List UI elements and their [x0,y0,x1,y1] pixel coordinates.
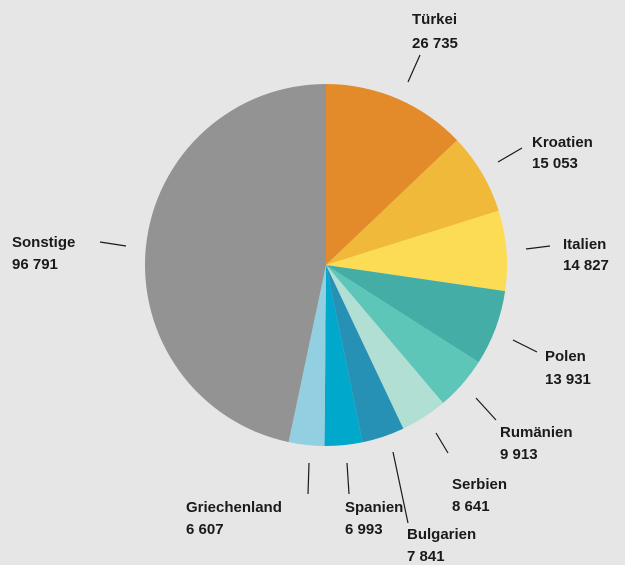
leader-line [99,241,127,247]
slice-value: 9 913 [500,446,538,463]
leader-line [512,339,538,353]
slice-label: Serbien [452,476,507,493]
slice-value: 6 993 [345,521,383,538]
slice-value: 7 841 [407,548,445,565]
slice-label: Türkei [412,11,457,28]
leader-line [525,245,551,250]
pie-slice [326,84,458,265]
pie-slice [324,265,363,446]
slice-value: 6 607 [186,521,224,538]
slice-value: 8 641 [452,498,490,515]
leader-line [307,462,310,495]
slice-label: Polen [545,348,586,365]
pie-slice [326,265,506,363]
slice-label: Rumänien [500,424,573,441]
pie-slice [326,265,444,429]
pie-slice [144,84,326,443]
leader-line [435,432,449,454]
pie-slice [326,265,404,443]
pie-slice [326,265,479,404]
slice-label: Italien [563,236,606,253]
slice-label: Kroatien [532,134,593,151]
slice-value: 15 053 [532,155,578,172]
pie-slice [288,265,326,446]
slice-value: 26 735 [412,35,458,52]
slice-value: 96 791 [12,256,58,273]
slice-label: Sonstige [12,234,75,251]
leader-line [392,451,409,524]
slice-value: 14 827 [563,257,609,274]
leader-line [475,397,497,421]
slice-label: Spanien [345,499,403,516]
slice-label: Bulgarien [407,526,476,543]
leader-line [346,462,350,495]
slice-label: Griechenland [186,499,282,516]
pie-slice [326,210,507,292]
leader-line [407,54,421,83]
slice-value: 13 931 [545,371,591,388]
leader-line [497,147,523,163]
pie-slice [326,140,499,265]
